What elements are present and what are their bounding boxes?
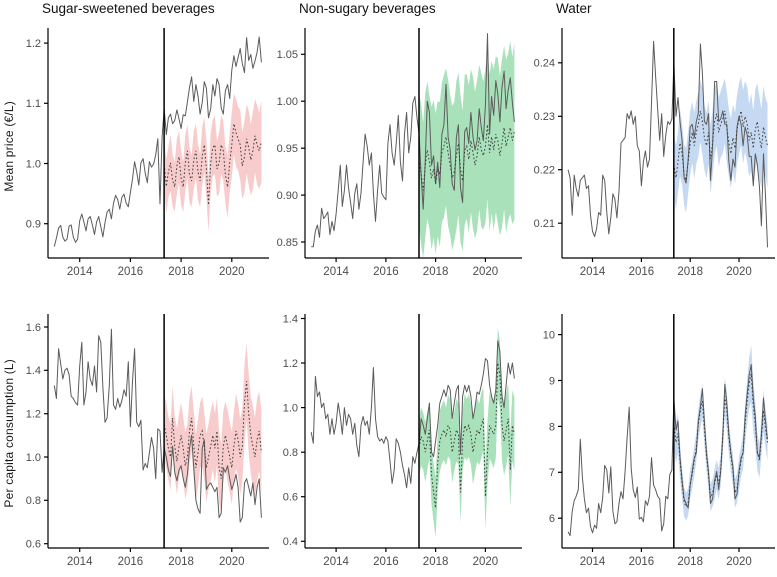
ssb-consumption-chart: 0.6 0.8 1.0 1.2 1.4 1.6 2014 2016 2018 2020	[26, 314, 269, 568]
svg-text:0.21: 0.21	[534, 218, 555, 230]
svg-text:0.6: 0.6	[26, 539, 41, 551]
svg-text:2020: 2020	[726, 266, 752, 278]
svg-text:2018: 2018	[168, 266, 194, 278]
svg-text:2016: 2016	[118, 556, 144, 568]
svg-text:0.6: 0.6	[283, 492, 298, 504]
svg-text:1.0: 1.0	[283, 402, 298, 414]
panel-ssb-price: Sugar-sweetened beverages 0.9 1.0 1.1 1.2 20…	[18, 0, 271, 292]
svg-text:9: 9	[549, 375, 555, 387]
svg-text:2018: 2018	[423, 266, 449, 278]
svg-text:2016: 2016	[118, 266, 144, 278]
svg-text:2014: 2014	[580, 266, 606, 278]
svg-text:2018: 2018	[423, 556, 449, 568]
svg-text:0.85: 0.85	[277, 237, 298, 249]
svg-text:7: 7	[549, 467, 555, 479]
panel-water-price: Water 0.21 0.22 0.23 0.24 2014 2016 2018 2020	[524, 0, 777, 292]
svg-text:0.90: 0.90	[277, 190, 298, 202]
svg-text:0.9: 0.9	[26, 219, 41, 231]
svg-text:2014: 2014	[323, 556, 349, 568]
ssb-price-chart: 0.9 1.0 1.1 1.2 2014 2016 2018 2020	[26, 28, 269, 278]
panel-title-nonsugary: Non-sugary beverages	[299, 1, 436, 16]
svg-text:8: 8	[549, 421, 555, 433]
y-axis-label-text: Mean price (€/L)	[2, 100, 16, 192]
svg-text:2020: 2020	[473, 266, 499, 278]
svg-text:1.05: 1.05	[277, 49, 298, 61]
y-axis-label-mean-price: Mean price (€/L)	[0, 0, 18, 292]
svg-text:1.1: 1.1	[26, 98, 41, 110]
svg-text:1.2: 1.2	[26, 409, 41, 421]
svg-text:0.23: 0.23	[534, 111, 555, 123]
svg-text:6: 6	[549, 513, 555, 525]
svg-text:2020: 2020	[726, 556, 752, 568]
svg-text:0.24: 0.24	[534, 58, 555, 70]
svg-text:1.0: 1.0	[26, 452, 41, 464]
svg-text:1.2: 1.2	[26, 38, 41, 50]
svg-text:2020: 2020	[219, 556, 245, 568]
panel-water-consumption: 6 7 8 9 10 2014 2016 2018 2020	[524, 292, 777, 575]
svg-text:1.00: 1.00	[277, 96, 298, 108]
svg-text:2016: 2016	[373, 556, 399, 568]
panel-nonsugary-price: Non-sugary beverages 0.85 0.90 0.95 1.00 1.0…	[271, 0, 524, 292]
nonsugary-consumption-chart: 0.4 0.6 0.8 1.0 1.2 1.4 2014 2016 2018 2020	[283, 313, 522, 568]
svg-text:2016: 2016	[629, 556, 655, 568]
panel-title-ssb: Sugar-sweetened beverages	[42, 1, 215, 16]
svg-text:2018: 2018	[677, 266, 703, 278]
water-price-chart: 0.21 0.22 0.23 0.24 2014 2016 2018 2020	[534, 28, 775, 278]
svg-text:0.22: 0.22	[534, 165, 555, 177]
panel-title-water: Water	[556, 1, 592, 16]
svg-text:0.95: 0.95	[277, 143, 298, 155]
svg-text:0.4: 0.4	[283, 536, 298, 548]
svg-text:1.4: 1.4	[283, 313, 298, 325]
panel-ssb-consumption: 0.6 0.8 1.0 1.2 1.4 1.6 2014 2016 2018 2020	[18, 292, 271, 575]
svg-text:1.2: 1.2	[283, 358, 298, 370]
svg-text:1.0: 1.0	[26, 158, 41, 170]
svg-text:2018: 2018	[168, 556, 194, 568]
row-per-capita-consumption: Per capita consumption (L) 0.6 0.8 1.0 1.2 1…	[0, 292, 777, 575]
svg-text:0.8: 0.8	[26, 495, 41, 507]
row-mean-price: Mean price (€/L) Sugar-sweetened beverag…	[0, 0, 777, 292]
svg-text:2016: 2016	[373, 266, 399, 278]
svg-text:1.6: 1.6	[26, 322, 41, 334]
water-consumption-chart: 6 7 8 9 10 2014 2016 2018 2020	[543, 314, 775, 568]
svg-text:10: 10	[543, 329, 555, 341]
nonsugary-price-chart: 0.85 0.90 0.95 1.00 1.05 2014 2016 2018 2020	[277, 28, 522, 278]
svg-text:2020: 2020	[473, 556, 499, 568]
svg-text:2014: 2014	[323, 266, 349, 278]
svg-text:2014: 2014	[580, 556, 606, 568]
svg-text:2014: 2014	[67, 266, 93, 278]
y-axis-label-text: Per capita consumption (L)	[2, 359, 16, 508]
svg-text:0.8: 0.8	[283, 447, 298, 459]
y-axis-label-consumption: Per capita consumption (L)	[0, 292, 18, 575]
svg-text:1.4: 1.4	[26, 365, 41, 377]
svg-text:2020: 2020	[219, 266, 245, 278]
panel-nonsugary-consumption: 0.4 0.6 0.8 1.0 1.2 1.4 2014 2016 2018 2020	[271, 292, 524, 575]
svg-text:2014: 2014	[67, 556, 93, 568]
svg-text:2016: 2016	[629, 266, 655, 278]
svg-text:2018: 2018	[677, 556, 703, 568]
